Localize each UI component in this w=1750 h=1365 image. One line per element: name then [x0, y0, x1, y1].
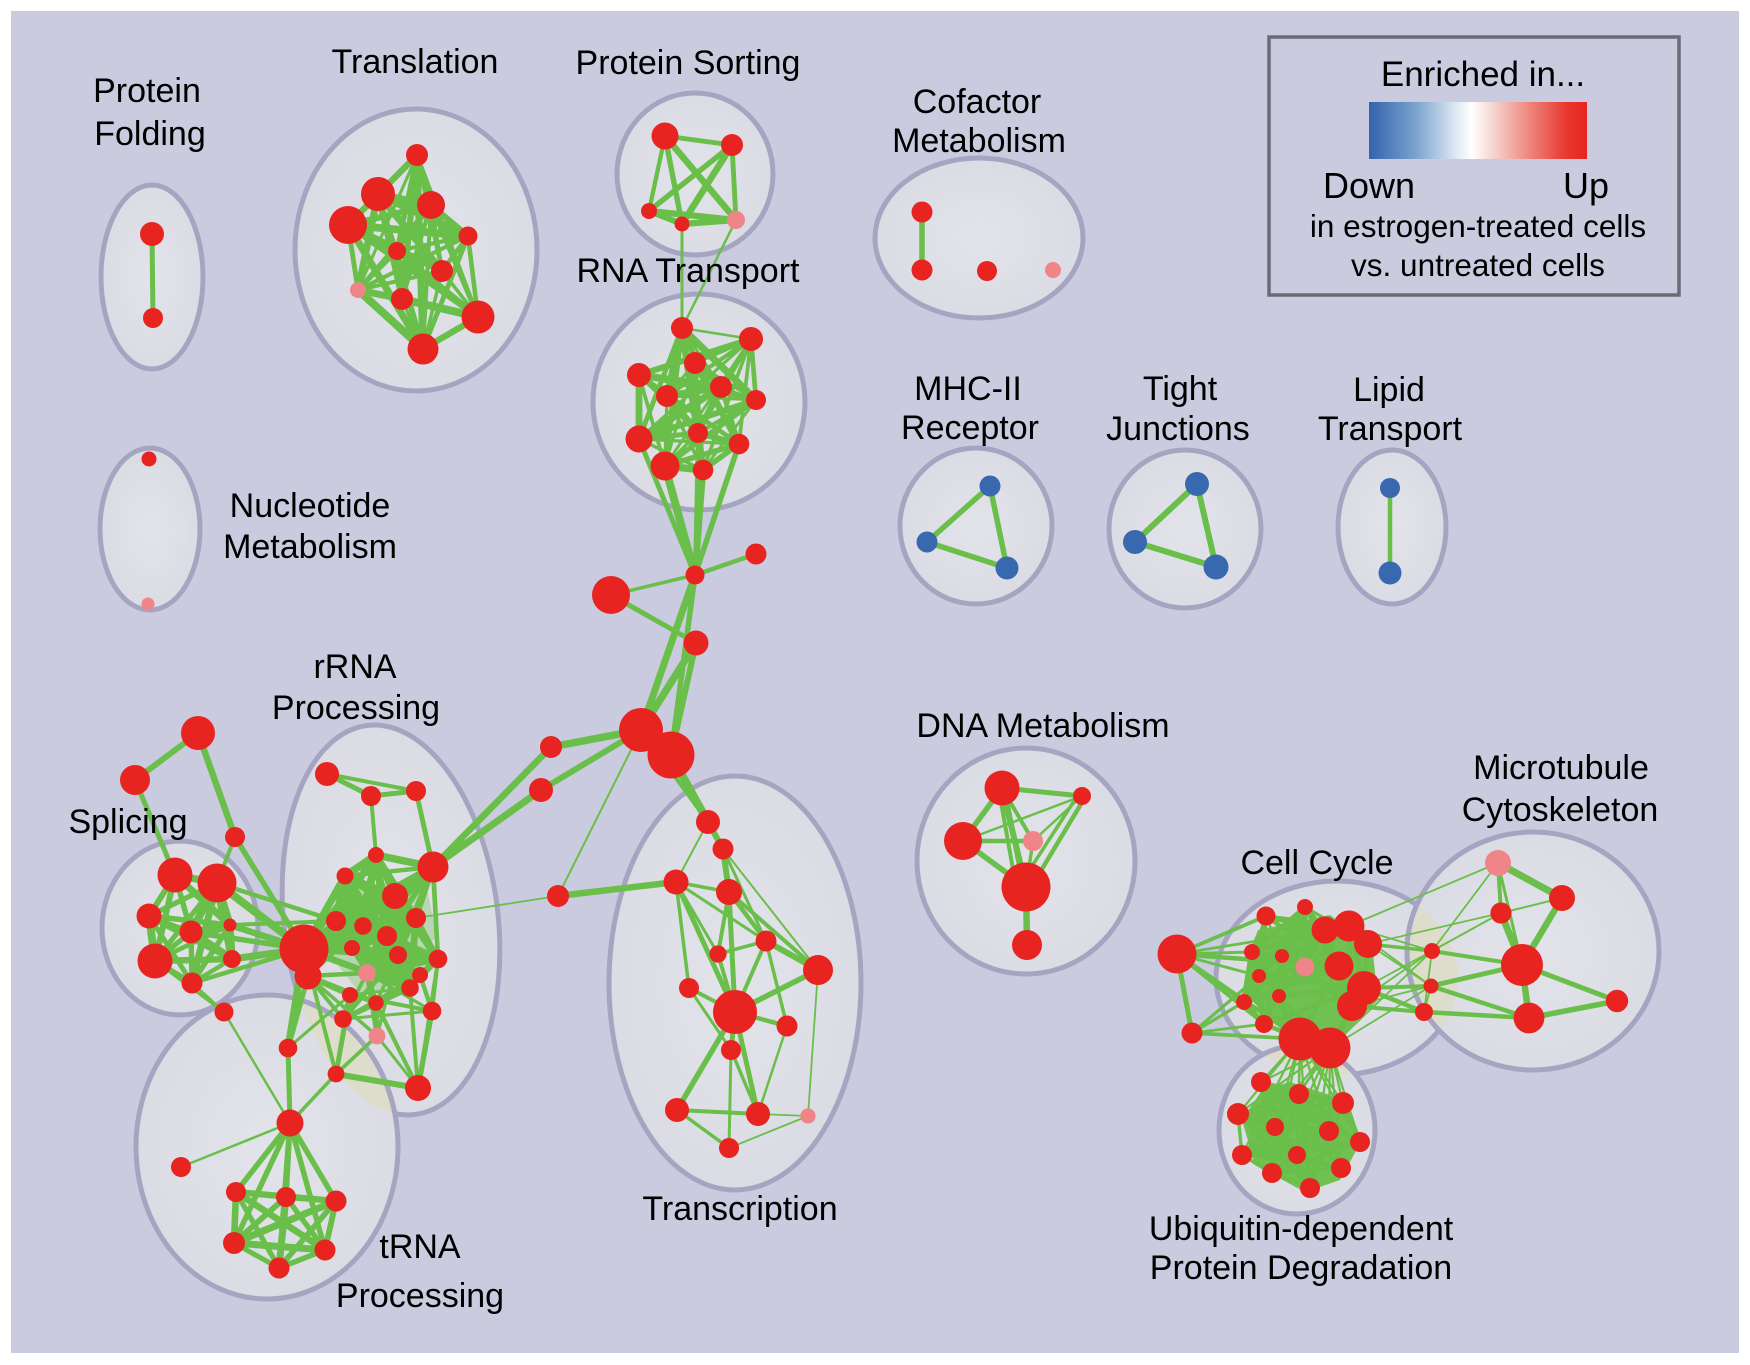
svg-text:Ubiquitin-dependent: Ubiquitin-dependent [1149, 1210, 1454, 1248]
svg-text:Protein Sorting: Protein Sorting [576, 44, 801, 82]
svg-text:Microtubule: Microtubule [1473, 749, 1649, 787]
svg-text:Translation: Translation [332, 43, 499, 81]
svg-text:vs. untreated cells: vs. untreated cells [1351, 247, 1605, 283]
svg-text:Lipid: Lipid [1353, 371, 1425, 409]
svg-text:Transport: Transport [1318, 410, 1463, 448]
svg-text:DNA Metabolism: DNA Metabolism [916, 707, 1169, 745]
svg-text:in estrogen-treated cells: in estrogen-treated cells [1310, 208, 1646, 244]
svg-text:RNA Transport: RNA Transport [577, 252, 801, 290]
svg-text:Folding: Folding [94, 115, 206, 153]
svg-text:Up: Up [1563, 165, 1609, 206]
svg-text:Splicing: Splicing [68, 803, 187, 841]
svg-text:Protein: Protein [93, 72, 201, 110]
svg-text:rRNA: rRNA [313, 648, 396, 686]
svg-text:tRNA: tRNA [379, 1228, 461, 1266]
svg-text:Processing: Processing [336, 1277, 504, 1315]
svg-text:MHC-II: MHC-II [914, 370, 1022, 408]
svg-text:Cofactor: Cofactor [913, 83, 1042, 121]
svg-text:Down: Down [1323, 165, 1415, 206]
svg-text:Cytoskeleton: Cytoskeleton [1462, 791, 1659, 829]
svg-text:Nucleotide: Nucleotide [230, 487, 391, 525]
svg-text:Enriched in...: Enriched in... [1381, 55, 1585, 94]
svg-text:Cell Cycle: Cell Cycle [1240, 844, 1393, 882]
svg-text:Tight: Tight [1143, 370, 1218, 408]
svg-text:Transcription: Transcription [642, 1190, 837, 1228]
svg-text:Protein Degradation: Protein Degradation [1150, 1249, 1452, 1287]
svg-text:Metabolism: Metabolism [223, 528, 397, 566]
svg-text:Junctions: Junctions [1106, 410, 1250, 448]
svg-text:Metabolism: Metabolism [892, 122, 1066, 160]
svg-text:Processing: Processing [272, 689, 440, 727]
svg-text:Receptor: Receptor [901, 409, 1039, 447]
